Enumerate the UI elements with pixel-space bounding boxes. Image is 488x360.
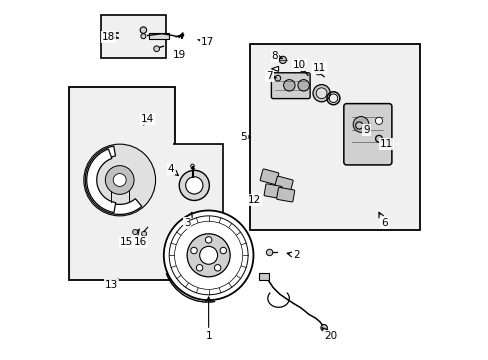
FancyBboxPatch shape xyxy=(343,104,391,165)
Text: 14: 14 xyxy=(141,114,154,125)
Circle shape xyxy=(355,122,362,129)
Circle shape xyxy=(266,249,272,256)
Bar xyxy=(249,44,419,230)
Circle shape xyxy=(187,234,230,277)
Circle shape xyxy=(315,68,321,75)
Text: 12: 12 xyxy=(247,195,260,205)
Text: 7: 7 xyxy=(266,71,276,81)
Bar xyxy=(101,15,165,58)
Polygon shape xyxy=(85,146,142,215)
Bar xyxy=(149,33,169,40)
Circle shape xyxy=(105,166,134,194)
Circle shape xyxy=(299,64,306,72)
Text: 1: 1 xyxy=(205,297,211,341)
Text: 6: 6 xyxy=(378,212,387,228)
Text: 11: 11 xyxy=(379,139,392,149)
Circle shape xyxy=(316,88,326,99)
Circle shape xyxy=(132,229,137,234)
Text: 19: 19 xyxy=(172,50,185,60)
FancyBboxPatch shape xyxy=(276,188,294,202)
Text: 5: 5 xyxy=(240,132,250,142)
Text: 20: 20 xyxy=(322,328,336,341)
Text: 11: 11 xyxy=(312,63,326,73)
Text: 18: 18 xyxy=(102,32,116,42)
Circle shape xyxy=(279,56,286,63)
Text: 2: 2 xyxy=(286,250,299,260)
Bar xyxy=(70,88,173,279)
Circle shape xyxy=(163,211,253,300)
Circle shape xyxy=(141,34,145,39)
Circle shape xyxy=(153,46,159,51)
Text: 17: 17 xyxy=(197,37,214,47)
Circle shape xyxy=(199,246,217,264)
Circle shape xyxy=(190,247,197,254)
Circle shape xyxy=(320,324,326,331)
Text: 3: 3 xyxy=(183,212,192,228)
Circle shape xyxy=(283,80,294,91)
Bar xyxy=(69,87,174,280)
Text: 4: 4 xyxy=(167,164,178,176)
Text: 16: 16 xyxy=(134,237,147,247)
Bar xyxy=(258,273,268,280)
Circle shape xyxy=(297,80,309,91)
Text: 13: 13 xyxy=(105,279,119,290)
FancyBboxPatch shape xyxy=(260,169,278,185)
Bar xyxy=(161,144,223,230)
Circle shape xyxy=(140,27,146,33)
Bar xyxy=(252,145,334,222)
Circle shape xyxy=(220,247,226,254)
FancyBboxPatch shape xyxy=(264,184,282,198)
Bar xyxy=(162,145,222,229)
Circle shape xyxy=(185,177,203,194)
Bar xyxy=(251,144,335,223)
Bar xyxy=(102,16,164,57)
Circle shape xyxy=(83,144,155,216)
FancyBboxPatch shape xyxy=(271,73,309,99)
FancyBboxPatch shape xyxy=(274,176,293,192)
Circle shape xyxy=(196,265,203,271)
Circle shape xyxy=(274,75,280,81)
Circle shape xyxy=(205,237,211,243)
Text: 8: 8 xyxy=(271,51,282,61)
Polygon shape xyxy=(271,66,278,71)
Circle shape xyxy=(142,231,146,236)
Circle shape xyxy=(375,135,382,142)
Circle shape xyxy=(375,135,382,142)
Circle shape xyxy=(214,265,221,271)
Circle shape xyxy=(312,85,329,102)
Polygon shape xyxy=(86,149,116,212)
Bar xyxy=(250,45,418,229)
Circle shape xyxy=(179,170,209,201)
Text: 15: 15 xyxy=(119,237,133,247)
Text: 10: 10 xyxy=(292,60,305,70)
Circle shape xyxy=(113,174,126,186)
Circle shape xyxy=(375,117,382,125)
Text: 9: 9 xyxy=(362,125,369,135)
Circle shape xyxy=(352,117,368,132)
